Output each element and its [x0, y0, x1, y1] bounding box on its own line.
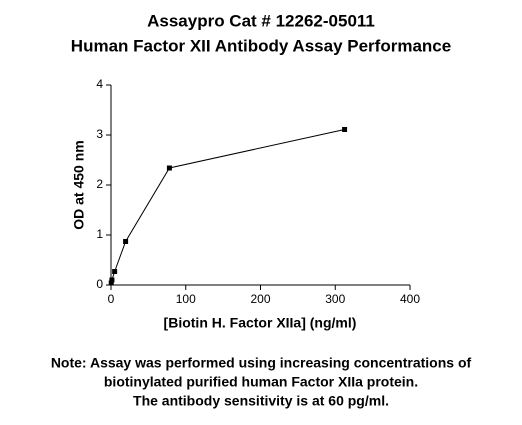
y-tick-label: 0: [96, 277, 103, 291]
y-tick-label: 2: [96, 177, 103, 191]
y-tick-label: 1: [96, 227, 103, 241]
x-tick-label: 400: [400, 292, 420, 306]
y-tick-label: 3: [96, 127, 103, 141]
note: Note: Assay was performed using increasi…: [51, 355, 472, 371]
chart-title: Assaypro Cat # 12262-05011: [147, 11, 375, 30]
x-tick-label: 100: [176, 292, 196, 306]
marker: [109, 277, 115, 283]
x-tick-label: 200: [250, 292, 270, 306]
marker: [112, 269, 118, 274]
marker: [342, 127, 348, 132]
x-tick-label: 300: [325, 292, 345, 306]
line: [110, 129, 345, 284]
y-axis-label: OD at 450 nm: [71, 140, 87, 229]
x-axis-label: [Biotin H. Factor XIIa] (ng/ml): [164, 315, 357, 331]
chart-subtitle: Human Factor XII Antibody Assay Performa…: [71, 36, 451, 55]
note: The antibody sensitivity is at 60 pg/ml.: [133, 393, 389, 409]
marker: [108, 280, 114, 286]
y-tick-label: 4: [96, 77, 103, 91]
marker: [166, 165, 172, 171]
marker: [123, 239, 129, 244]
x-tick-label: 0: [108, 292, 115, 306]
note: biotinylated purified human Factor XIIa …: [104, 374, 418, 390]
